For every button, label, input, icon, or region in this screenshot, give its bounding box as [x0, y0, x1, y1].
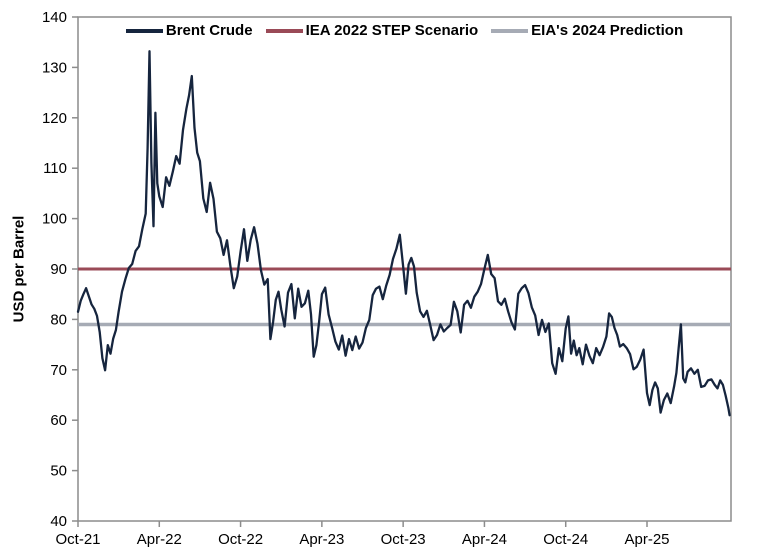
x-tick-label: Oct-24	[543, 531, 588, 548]
x-tick-label: Apr-25	[624, 531, 669, 548]
y-tick-label: 130	[42, 59, 67, 76]
eia-prediction-line-swatch-icon	[491, 28, 529, 33]
x-tick-label: Oct-22	[218, 531, 263, 548]
y-tick-label: 90	[50, 261, 67, 278]
y-tick-label: 40	[50, 513, 67, 530]
legend-item-eia-prediction: EIA's 2024 Prediction	[491, 22, 683, 39]
y-axis-title: USD per Barrel	[10, 215, 28, 323]
legend-label-eia-prediction: EIA's 2024 Prediction	[531, 22, 684, 39]
x-tick-label: Oct-21	[55, 531, 100, 548]
x-tick-label: Apr-22	[137, 531, 182, 548]
y-tick-label: 140	[42, 9, 67, 26]
y-tick-label: 70	[50, 362, 67, 379]
legend-item-iea-step-scenario: IEA 2022 STEP Scenario	[265, 22, 479, 39]
y-tick-label: 100	[42, 211, 67, 228]
iea-step-line-swatch-icon	[265, 28, 303, 33]
y-tick-label: 80	[50, 311, 67, 328]
legend-label-iea-step-scenario: IEA 2022 STEP Scenario	[305, 22, 479, 39]
y-tick-label: 60	[50, 412, 67, 429]
x-tick-label: Oct-23	[381, 531, 426, 548]
y-tick-label: 110	[43, 160, 67, 177]
y-tick-label: 50	[50, 463, 67, 480]
brent-crude-line-swatch-icon	[125, 28, 163, 33]
x-tick-label: Apr-24	[462, 531, 507, 548]
legend-label-brent-crude: Brent Crude	[165, 22, 253, 39]
brent-crude-series-line	[76, 50, 731, 417]
y-tick-label: 120	[42, 110, 67, 127]
legend-item-brent-crude: Brent Crude	[125, 22, 253, 39]
chart-legend: Brent Crude IEA 2022 STEP Scenario EIA's…	[78, 22, 731, 39]
x-tick-label: Apr-23	[299, 531, 344, 548]
